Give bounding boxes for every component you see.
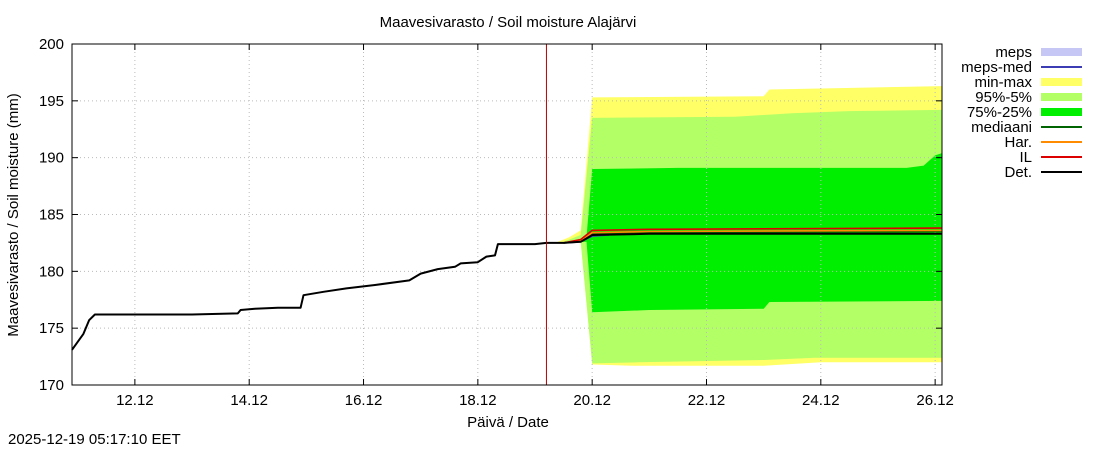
gridlines [72,44,942,385]
legend-label: Har. [1004,134,1032,151]
x-tick-label: 26.12 [916,392,954,409]
legend-swatch [1041,108,1082,116]
legend-swatch [1041,93,1082,101]
legend-label: meps [995,44,1032,61]
y-tick-label: 180 [39,263,64,280]
x-tick-label: 20.12 [573,392,611,409]
y-tick-label: 195 [39,93,64,110]
y-tick-label: 200 [39,36,64,53]
legend-label: min-max [974,74,1032,91]
legend-label: mediaani [971,119,1032,136]
legend-swatch [1041,48,1082,56]
x-axis-label: Päivä / Date [467,414,549,431]
y-tick-label: 170 [39,377,64,394]
legend-swatch [1041,78,1082,86]
x-tick-label: 24.12 [802,392,840,409]
legend-label: 75%-25% [967,104,1032,121]
y-tick-label: 175 [39,320,64,337]
x-tick-label: 12.12 [116,392,154,409]
x-tick-label: 22.12 [688,392,726,409]
legend-label: Det. [1004,164,1032,181]
legend-label: meps-med [961,59,1032,76]
x-tick-label: 14.12 [230,392,268,409]
confidence-bands [557,86,942,366]
y-tick-label: 185 [39,207,64,224]
axis-ticks: 12.12 14.12 16.12 18.12 20.12 22.12 24.12 26.12… [39,36,954,409]
x-tick-label: 16.12 [345,392,383,409]
legend: mepsmeps-medmin-max95%-5%75%-25%mediaani… [961,44,1082,181]
y-axis-label: Maavesivarasto / Soil moisture (mm) [5,93,22,336]
legend-label: IL [1019,149,1032,166]
timestamp: 2025-12-19 05:17:10 EET [8,431,181,448]
x-tick-label: 18.12 [459,392,497,409]
y-tick-label: 190 [39,150,64,167]
series-line-il [563,227,943,244]
chart-title: Maavesivarasto / Soil moisture Alajärvi [380,14,637,31]
legend-label: 95%-5% [975,89,1032,106]
